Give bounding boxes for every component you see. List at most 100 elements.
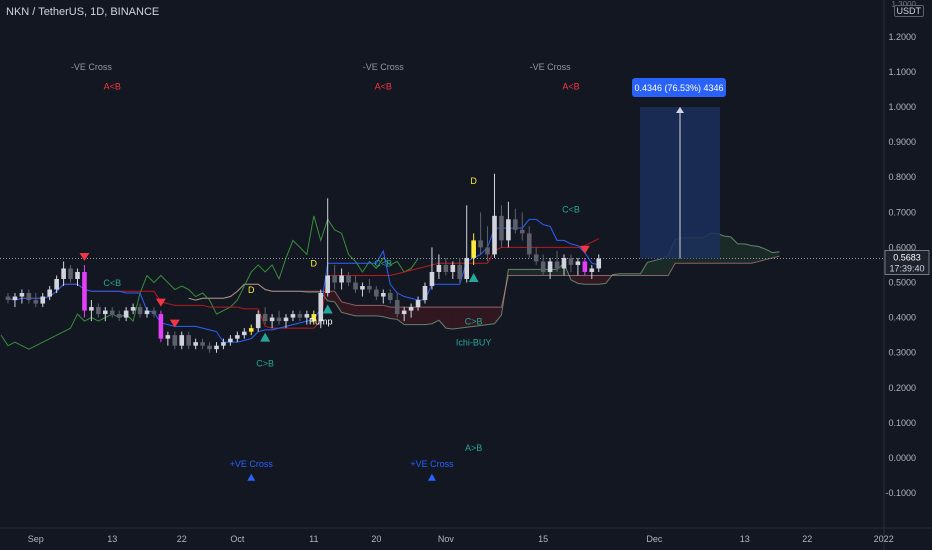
measure-arrow-head (676, 107, 684, 113)
signal-markers (79, 245, 590, 481)
candle (471, 233, 476, 265)
candle (457, 257, 463, 283)
cloud-segment (425, 307, 432, 325)
cloud-segment (362, 305, 370, 316)
candle (75, 268, 80, 287)
candle (269, 314, 275, 329)
candle (554, 250, 560, 272)
candle-body (248, 328, 254, 332)
price-tick: 0.6000 (888, 242, 916, 252)
signal-label: A<B (562, 81, 579, 91)
candle (318, 289, 324, 329)
candle-body (103, 310, 108, 315)
time-tick: 11 (309, 534, 318, 544)
candle-body (235, 335, 240, 339)
candle-body (221, 342, 226, 346)
candle-body (158, 314, 164, 339)
candle (533, 247, 539, 265)
candle (492, 173, 497, 258)
price-tick: 0.2000 (888, 383, 916, 393)
candle (276, 310, 282, 325)
candle (262, 307, 268, 325)
candle-body (172, 335, 178, 346)
signal-label: D (248, 285, 255, 295)
time-tick: 22 (177, 534, 187, 544)
candle-body (520, 229, 525, 234)
candle-body (457, 264, 463, 279)
signal-label: A>B (465, 443, 482, 453)
candle-body (394, 300, 400, 315)
candle-body (367, 286, 372, 290)
candle (172, 331, 178, 350)
candle-body (179, 335, 185, 346)
cloud-segment (723, 235, 731, 264)
candle-body (339, 275, 344, 283)
time-tick: Dec (646, 534, 663, 544)
candle (408, 303, 414, 318)
candle (374, 286, 379, 301)
signal-label: A<B (104, 81, 121, 91)
candle (179, 331, 185, 350)
candle (561, 254, 567, 276)
candle-body (283, 317, 289, 322)
cloud-segment (570, 275, 578, 284)
price-axis: 1.2000 1.1000 1.0000 0.9000 0.8000 0.7000 0.60… (883, 0, 930, 550)
candle-body (40, 296, 46, 304)
cloud-segment (661, 255, 669, 276)
candle-body (290, 314, 296, 318)
currency-badge[interactable]: USDT (893, 5, 924, 17)
candle-body (596, 258, 602, 269)
candle-body (304, 314, 310, 318)
candle-body (554, 261, 560, 269)
cloud-segment (418, 307, 425, 325)
cloud-segment (647, 260, 655, 276)
candle-body (513, 219, 518, 230)
candle-body (130, 307, 136, 311)
signal-label: C<B (103, 278, 121, 288)
candle-body (186, 335, 191, 346)
candle (589, 264, 595, 279)
last-price-value: 0.5683 (893, 253, 921, 263)
candle-body (360, 286, 365, 290)
candle (526, 226, 532, 258)
candle (47, 286, 52, 301)
candle (82, 264, 87, 318)
price-tick-top: 1.3000 (892, 0, 917, 9)
cloud-segment (577, 275, 585, 285)
candle (137, 303, 143, 318)
candle-body (471, 240, 476, 258)
candle (151, 307, 157, 318)
candle-body (54, 278, 59, 290)
cloud-segment (369, 305, 377, 316)
candle (207, 342, 212, 353)
candle-body (109, 310, 115, 315)
candle (144, 307, 150, 318)
cloud-segment (522, 269, 530, 276)
candle (89, 300, 94, 322)
candle-body (547, 261, 553, 272)
candle (221, 338, 226, 350)
candle-body (297, 314, 303, 318)
candle (387, 289, 393, 304)
candle (367, 278, 372, 294)
signal-label: A<B (375, 81, 392, 91)
candle-body (242, 331, 247, 336)
candle-body (200, 342, 205, 346)
candle-body (33, 300, 39, 304)
candle-body (589, 268, 595, 272)
candle-body (492, 215, 497, 255)
candle (450, 261, 456, 279)
candle (116, 310, 122, 322)
measure-label: 0.4346 (76.53%) 4346 (634, 83, 723, 93)
signal-label: C<B (374, 259, 392, 269)
candle (506, 201, 511, 248)
price-tick: 0.5000 (888, 278, 916, 288)
candle (290, 310, 296, 322)
candle-body (499, 215, 504, 241)
candle (96, 303, 101, 318)
candle-body (19, 293, 25, 297)
cloud-segment (383, 305, 391, 319)
candle (485, 226, 490, 262)
